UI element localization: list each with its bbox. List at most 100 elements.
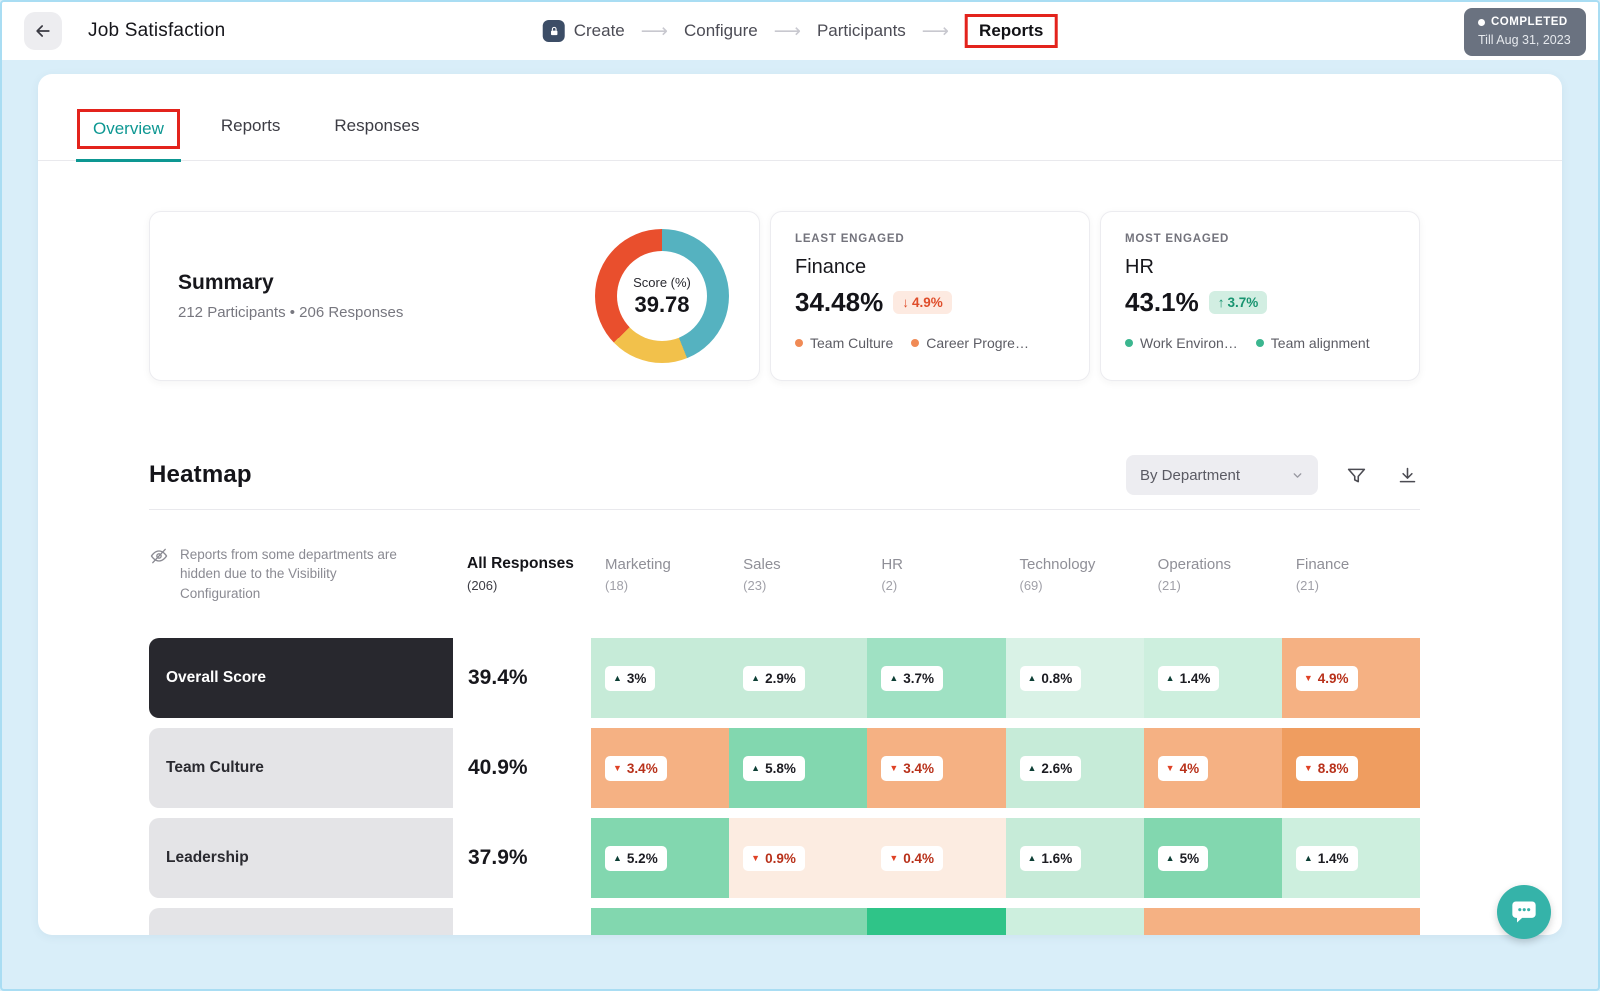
- heatmap-cell: ▲ 2.6%: [1005, 728, 1144, 808]
- download-icon: [1399, 467, 1416, 482]
- summary-cards-row: Summary 212 Participants • 206 Responses…: [38, 211, 1562, 381]
- top-bar: Job Satisfaction Create ⟶ Configure ⟶ Pa…: [2, 2, 1598, 60]
- trend-arrow-icon: ▼: [613, 762, 622, 773]
- down-arrow-icon: ↓: [902, 295, 909, 310]
- column-header-sales: Sales (23): [743, 555, 781, 593]
- trend-arrow-icon: ▲: [751, 762, 761, 773]
- least-engaged-label: LEAST ENGAGED: [795, 233, 905, 245]
- arrow-right-icon: ⟶: [773, 20, 801, 42]
- step-reports[interactable]: Reports: [965, 14, 1058, 48]
- row-label: Leadership: [149, 818, 453, 898]
- row-label: [149, 908, 453, 935]
- cell-value: 5.8%: [765, 760, 796, 776]
- cell-value: 5%: [1179, 850, 1200, 866]
- heatmap-cell: ▲7.6%: [591, 908, 730, 935]
- heatmap-cell: ▲ 5.8%: [729, 728, 868, 808]
- step-participants[interactable]: Participants: [817, 21, 906, 41]
- driver-tag: Work Environ…: [1125, 335, 1238, 351]
- page-title: Job Satisfaction: [88, 20, 226, 41]
- heatmap-title: Heatmap: [149, 461, 252, 488]
- score-donut-chart: Score (%) 39.78: [595, 229, 729, 363]
- cell-value: 3%: [626, 670, 647, 686]
- column-header-finance: Finance (21): [1295, 555, 1350, 593]
- trend-arrow-icon: ▲: [613, 852, 622, 863]
- donut-score-value: 39.78: [634, 291, 690, 317]
- cell-value: 0.8%: [1041, 670, 1073, 686]
- trend-arrow-icon: ▼: [889, 762, 899, 773]
- trend-arrow-icon: ▲: [613, 672, 622, 683]
- step-create[interactable]: Create: [542, 20, 625, 42]
- heatmap-cell: ▲7.9%: [729, 908, 868, 935]
- most-engaged-value: 43.1%: [1125, 287, 1199, 317]
- heatmap-row-team-culture: Team Culture 40.9% ▼ 3.4% ▲ 5.8% ▼ 3.4% ▲ 2.…: [149, 728, 1420, 808]
- row-score: 40.9%: [453, 728, 591, 808]
- step-label: Participants: [816, 21, 906, 40]
- status-date: Till Aug 31, 2023: [1478, 33, 1571, 47]
- column-header-hr: HR (2): [881, 555, 903, 593]
- trend-arrow-icon: ▼: [1303, 672, 1313, 683]
- cell-value: 4%: [1179, 760, 1200, 776]
- trend-arrow-icon: ▼: [1303, 762, 1313, 773]
- heatmap-cell: ▼ 0.4%: [867, 818, 1006, 898]
- visibility-note: Reports from some departments are hidden…: [149, 545, 453, 604]
- heatmap-cell: ▲ 5.2%: [591, 818, 730, 898]
- step-label: Reports: [979, 21, 1044, 40]
- trend-arrow-icon: ▲: [1027, 672, 1037, 683]
- heatmap-cell: ▲0.3%: [1005, 908, 1144, 935]
- least-engaged-name: Finance: [795, 256, 867, 278]
- orange-dot-icon: [911, 339, 920, 347]
- heatmap-cell: ▲ 5%: [1143, 818, 1282, 898]
- row-score: [453, 908, 591, 935]
- row-label: Team Culture: [149, 728, 453, 808]
- group-by-dropdown[interactable]: By Department: [1126, 455, 1318, 495]
- step-configure[interactable]: Configure: [684, 21, 758, 41]
- cell-value: 8.8%: [1317, 760, 1349, 776]
- back-button[interactable]: [24, 12, 62, 50]
- donut-score-label: Score (%): [633, 274, 691, 290]
- most-engaged-name: HR: [1125, 256, 1154, 278]
- column-header-operations: Operations (21): [1157, 555, 1232, 593]
- summary-card: Summary 212 Participants • 206 Responses…: [149, 211, 760, 381]
- heatmap-row-overall-score: Overall Score 39.4% ▲ 3% ▲ 2.9% ▲ 3.7% ▲ 0.8…: [149, 638, 1420, 718]
- heatmap-cell: ▼ 3.4%: [591, 728, 730, 808]
- heatmap-cell: ▲ 3%: [591, 638, 730, 718]
- summary-subtitle: 212 Participants • 206 Responses: [178, 304, 404, 321]
- cell-value: 0.9%: [765, 850, 796, 866]
- cell-value: 0.4%: [903, 850, 935, 866]
- trend-arrow-icon: ▲: [1027, 852, 1037, 863]
- heatmap-cell: ▲ 2.9%: [729, 638, 868, 718]
- delta-badge-down: ↓ 4.9%: [893, 291, 952, 314]
- filter-button[interactable]: [1344, 463, 1369, 488]
- heatmap-cell: ▲ 1.6%: [1005, 818, 1144, 898]
- chat-button[interactable]: [1497, 885, 1551, 939]
- tab-reports[interactable]: Reports: [220, 116, 281, 135]
- green-dot-icon: [1125, 339, 1133, 347]
- trend-arrow-icon: ▼: [751, 852, 761, 863]
- column-header-all-responses: All Responses (206): [467, 555, 574, 593]
- trend-arrow-icon: ▼: [889, 852, 899, 863]
- arrow-left-icon: [36, 25, 50, 37]
- cell-value: 5.2%: [626, 850, 658, 866]
- cell-value: 2.9%: [765, 670, 796, 686]
- most-engaged-label: MOST ENGAGED: [1125, 233, 1230, 245]
- status-badge: COMPLETED Till Aug 31, 2023: [1464, 8, 1586, 56]
- column-header-marketing: Marketing (18): [605, 555, 671, 593]
- orange-dot-icon: [795, 339, 803, 347]
- heatmap-cell: ▼ 3.4%: [867, 728, 1006, 808]
- status-dot-icon: [1478, 18, 1485, 26]
- heatmap-cell: ▼ 8.8%: [1281, 728, 1420, 808]
- cell-value: 4.9%: [1317, 670, 1349, 686]
- arrow-right-icon: ⟶: [921, 20, 950, 42]
- trend-arrow-icon: ▲: [1027, 762, 1037, 773]
- most-engaged-card: MOST ENGAGED HR 43.1% ↑ 3.7% Work Environ…: [1100, 211, 1420, 381]
- tab-overview[interactable]: Overview: [76, 108, 181, 162]
- driver-tag: Career Progre…: [911, 335, 1029, 351]
- status-label: COMPLETED: [1478, 16, 1572, 28]
- download-button[interactable]: [1395, 463, 1420, 488]
- cell-value: 3.4%: [626, 760, 658, 776]
- tab-responses[interactable]: Responses: [334, 116, 420, 135]
- heatmap-cell: ▲ 0.8%: [1005, 638, 1144, 718]
- delta-badge-up: ↑ 3.7%: [1208, 291, 1268, 314]
- lock-icon: [542, 20, 565, 42]
- column-header-technology: Technology (69): [1019, 555, 1096, 593]
